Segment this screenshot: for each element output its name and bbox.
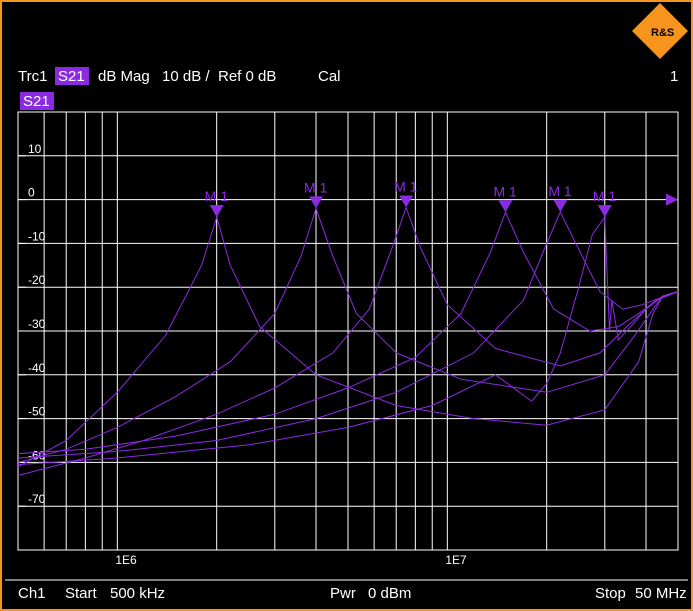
y-tick-label: -70 (28, 492, 46, 506)
svg-text:Ref 0 dB: Ref 0 dB (218, 68, 276, 85)
svg-text:10 dB /: 10 dB / (162, 68, 210, 85)
svg-text:Stop: Stop (595, 585, 626, 602)
trace-name: Trc1 (18, 68, 47, 85)
svg-text:S21: S21 (23, 93, 50, 110)
y-tick-label: -30 (28, 317, 46, 331)
svg-text:R&S: R&S (651, 27, 674, 39)
marker-label: M 1 (593, 188, 617, 204)
svg-text:dB Mag: dB Mag (98, 68, 150, 85)
y-tick-label: 10 (28, 142, 42, 156)
marker-label: M 1 (205, 188, 229, 204)
svg-text:Pwr: Pwr (330, 585, 356, 602)
y-tick-label: -40 (28, 361, 46, 375)
marker-label: M 1 (394, 178, 418, 194)
marker-label: M 1 (304, 179, 328, 195)
x-tick-label: 1E6 (115, 553, 137, 567)
x-tick-label: 1E7 (445, 553, 467, 567)
channel-label: Ch1 (18, 585, 46, 602)
y-tick-label: -10 (28, 229, 46, 243)
vna-chart: R&S Trc1 S21 dB Mag 10 dB / Ref 0 dB Cal 1 S21 10… (0, 0, 693, 611)
svg-text:Start: Start (65, 585, 98, 602)
marker-label: M 1 (548, 183, 572, 199)
y-tick-label: -50 (28, 405, 46, 419)
svg-text:Cal: Cal (318, 68, 341, 85)
svg-text:0 dBm: 0 dBm (368, 585, 411, 602)
svg-text:1: 1 (670, 68, 678, 85)
svg-text:50 MHz: 50 MHz (635, 585, 687, 602)
y-tick-label: -20 (28, 273, 46, 287)
marker-label: M 1 (493, 183, 517, 199)
y-tick-label: 0 (28, 186, 35, 200)
svg-text:500 kHz: 500 kHz (110, 585, 165, 602)
svg-text:S21: S21 (58, 68, 85, 85)
